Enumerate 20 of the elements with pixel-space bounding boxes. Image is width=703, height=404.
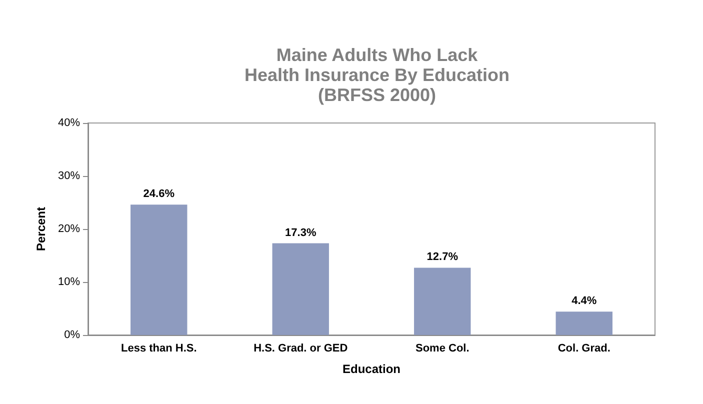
x-tick-label: Some Col. [415,342,470,354]
y-tick-label: 10% [58,276,80,288]
x-tick-label: Less than H.S. [120,342,197,354]
x-axis-title: Education [342,362,401,376]
bar [556,312,612,335]
data-label: 17.3% [285,226,316,239]
bar [272,243,329,335]
bar [130,204,188,335]
data-label: 24.6% [143,188,175,200]
y-tick-label: 0% [64,329,80,341]
bar [414,268,471,335]
y-tick-label: 40% [58,117,80,129]
data-label: 12.7% [426,251,458,264]
chart-title: Maine Adults Who Lack Health Insurance By Education (BRFSS 2000) [244,45,510,105]
y-tick-label: 30% [58,170,80,182]
x-tick-label: H.S. Grad. or GED [254,342,348,354]
y-axis-title: Percent [34,206,48,252]
data-label: 4.4% [572,295,597,308]
y-tick-label: 20% [58,223,80,235]
x-tick-label: Col. Grad. [558,342,610,354]
